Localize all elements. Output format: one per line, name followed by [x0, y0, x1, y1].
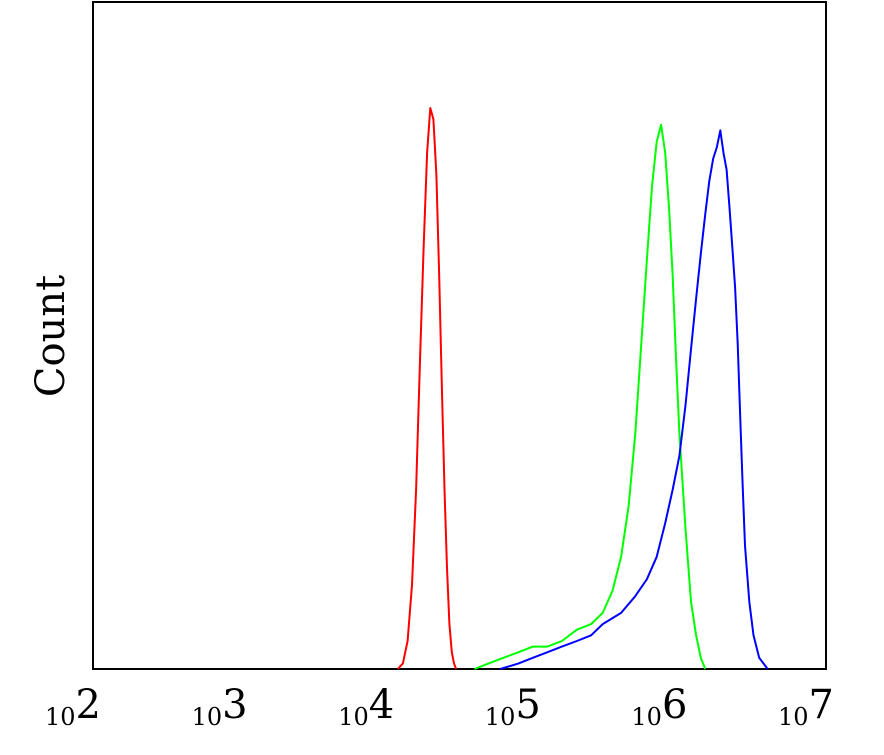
x-tick-label-2: 103 — [192, 682, 248, 731]
plot-area-frame — [92, 1, 827, 670]
y-axis-label: Count — [28, 275, 74, 397]
x-tick-base: 10 — [192, 703, 223, 731]
x-tick-base: 10 — [338, 703, 369, 731]
histogram-series-1 — [397, 107, 458, 670]
x-axis-tick-labels: 102 103 104 105 106 107 — [45, 682, 834, 731]
x-tick-base: 10 — [45, 703, 76, 731]
x-tick-exponent: 7 — [809, 682, 834, 728]
x-tick-label-4: 105 — [485, 682, 541, 731]
x-tick-label-6: 107 — [778, 682, 834, 731]
histogram-series-2 — [474, 123, 707, 670]
x-tick-exponent: 6 — [662, 682, 687, 728]
series-layer — [397, 107, 769, 670]
x-tick-exponent: 3 — [222, 682, 247, 728]
histogram-series-3 — [500, 129, 769, 670]
x-tick-exponent: 4 — [369, 682, 394, 728]
x-tick-label-3: 104 — [338, 682, 394, 731]
x-tick-label-1: 102 — [45, 682, 101, 731]
x-tick-base: 10 — [631, 703, 662, 731]
x-tick-exponent: 2 — [76, 682, 101, 728]
x-tick-label-5: 106 — [631, 682, 687, 731]
x-tick-exponent: 5 — [515, 682, 540, 728]
x-tick-base: 10 — [485, 703, 516, 731]
x-tick-base: 10 — [778, 703, 809, 731]
